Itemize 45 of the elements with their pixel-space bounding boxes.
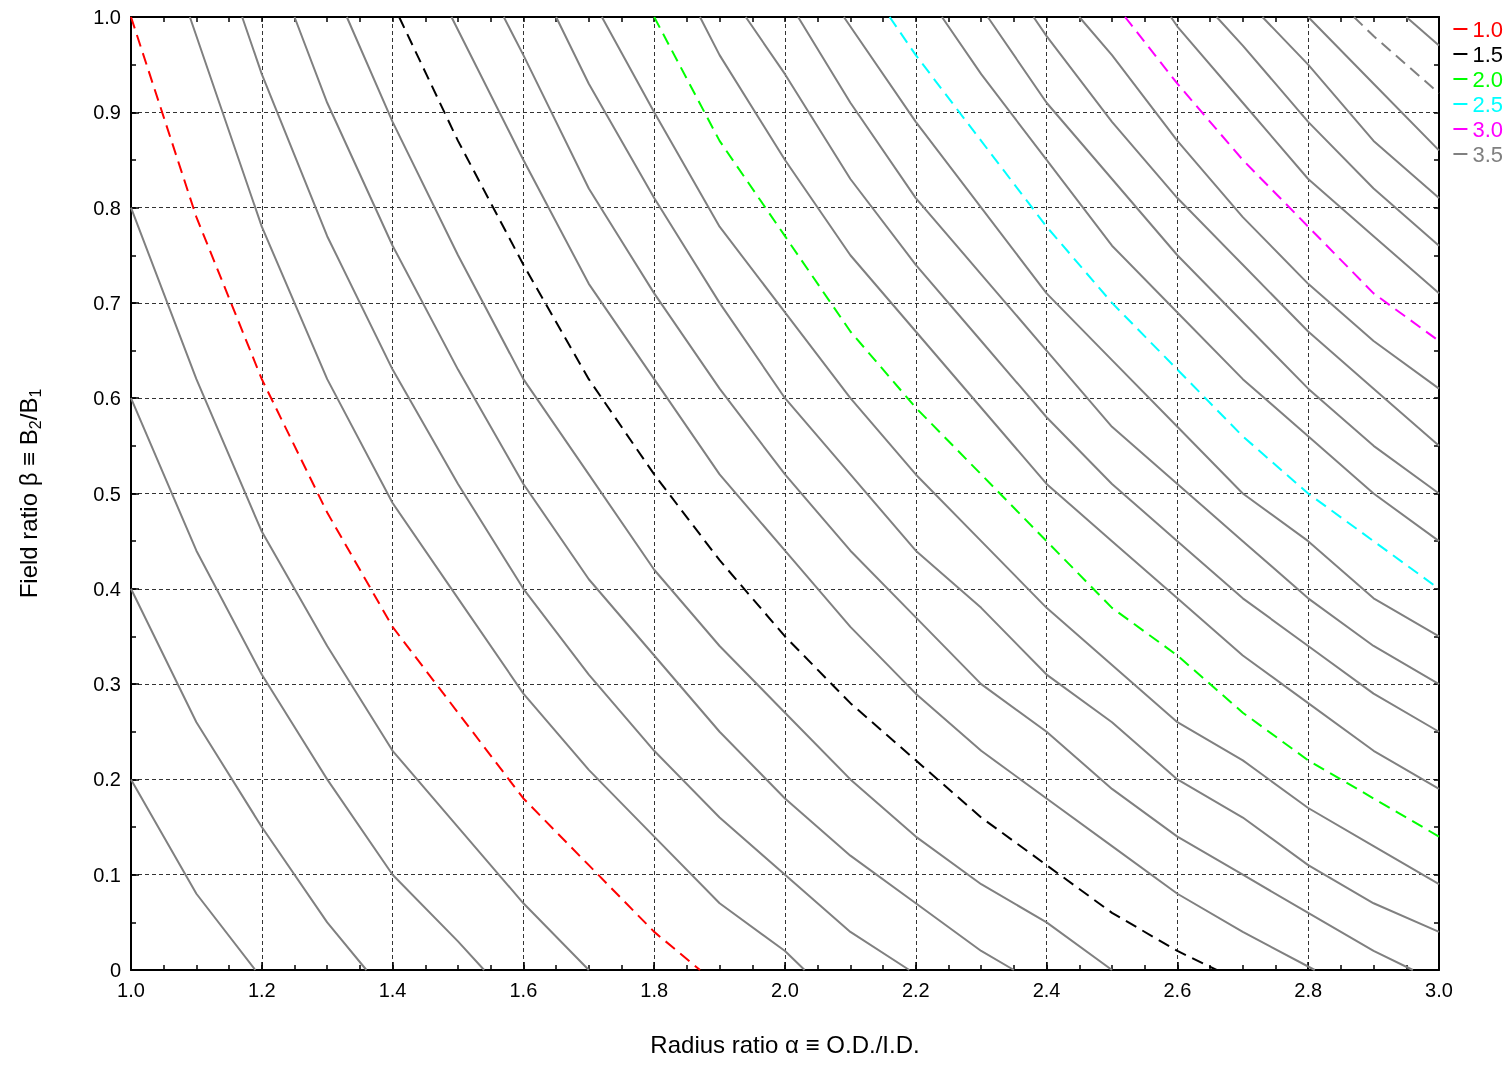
legend-label: 1.5 bbox=[1472, 41, 1504, 67]
line-series bbox=[293, 16, 1015, 971]
y-tick-label: 0.4 bbox=[93, 577, 121, 600]
y-tick-label: 0.8 bbox=[93, 196, 121, 219]
y-axis-title: Field ratio β ≡ B2/B1 bbox=[14, 388, 44, 599]
line-series bbox=[986, 16, 1440, 495]
y-tick-label: 0.3 bbox=[93, 673, 121, 696]
line-series bbox=[345, 16, 1113, 971]
line-series bbox=[130, 397, 486, 971]
line-series bbox=[241, 16, 911, 971]
x-tick-label: 1.4 bbox=[378, 979, 407, 1001]
y-tick-label: 0.2 bbox=[93, 768, 121, 791]
y-tick-label: 0.7 bbox=[93, 291, 121, 314]
line-series bbox=[940, 16, 1440, 543]
x-axis-title: Radius ratio α ≡ O.D./I.D. bbox=[650, 1030, 920, 1058]
y-tick-label: 0.6 bbox=[93, 387, 121, 410]
line-series bbox=[1215, 16, 1440, 247]
line-series bbox=[1032, 16, 1440, 447]
x-tick-label: 1.6 bbox=[509, 979, 538, 1001]
x-tick-label: 1.8 bbox=[640, 979, 669, 1001]
line-series bbox=[130, 587, 368, 971]
x-tick-label: 1.2 bbox=[247, 979, 276, 1001]
x-tick-label: 2.4 bbox=[1032, 979, 1061, 1001]
line-series bbox=[1261, 16, 1440, 200]
legend-label: 2.5 bbox=[1472, 91, 1504, 117]
legend-label: 3.5 bbox=[1472, 141, 1504, 167]
x-tick-label: 2.2 bbox=[901, 979, 930, 1001]
legend-label: 1.0 bbox=[1472, 16, 1504, 42]
y-tick-label: 0.5 bbox=[93, 482, 121, 505]
x-tick-label: 1.0 bbox=[117, 979, 145, 1001]
y-tick-label: 0 bbox=[109, 959, 121, 981]
line-series bbox=[450, 16, 1316, 971]
x-tick-label: 2.0 bbox=[771, 979, 799, 1001]
x-tick-label: 2.6 bbox=[1163, 979, 1192, 1001]
line-series bbox=[1078, 16, 1440, 390]
legend-label: 2.0 bbox=[1472, 66, 1504, 92]
line-series bbox=[130, 206, 590, 971]
legend-label: 3.0 bbox=[1472, 116, 1504, 142]
line-series bbox=[1169, 16, 1440, 295]
y-tick-label: 1.0 bbox=[93, 6, 121, 28]
x-tick-label: 3.0 bbox=[1425, 979, 1453, 1001]
line-series bbox=[188, 16, 806, 971]
x-tick-label: 2.8 bbox=[1294, 979, 1323, 1001]
y-tick-label: 0.1 bbox=[93, 863, 121, 886]
y-tick-label: 0.9 bbox=[93, 101, 121, 124]
